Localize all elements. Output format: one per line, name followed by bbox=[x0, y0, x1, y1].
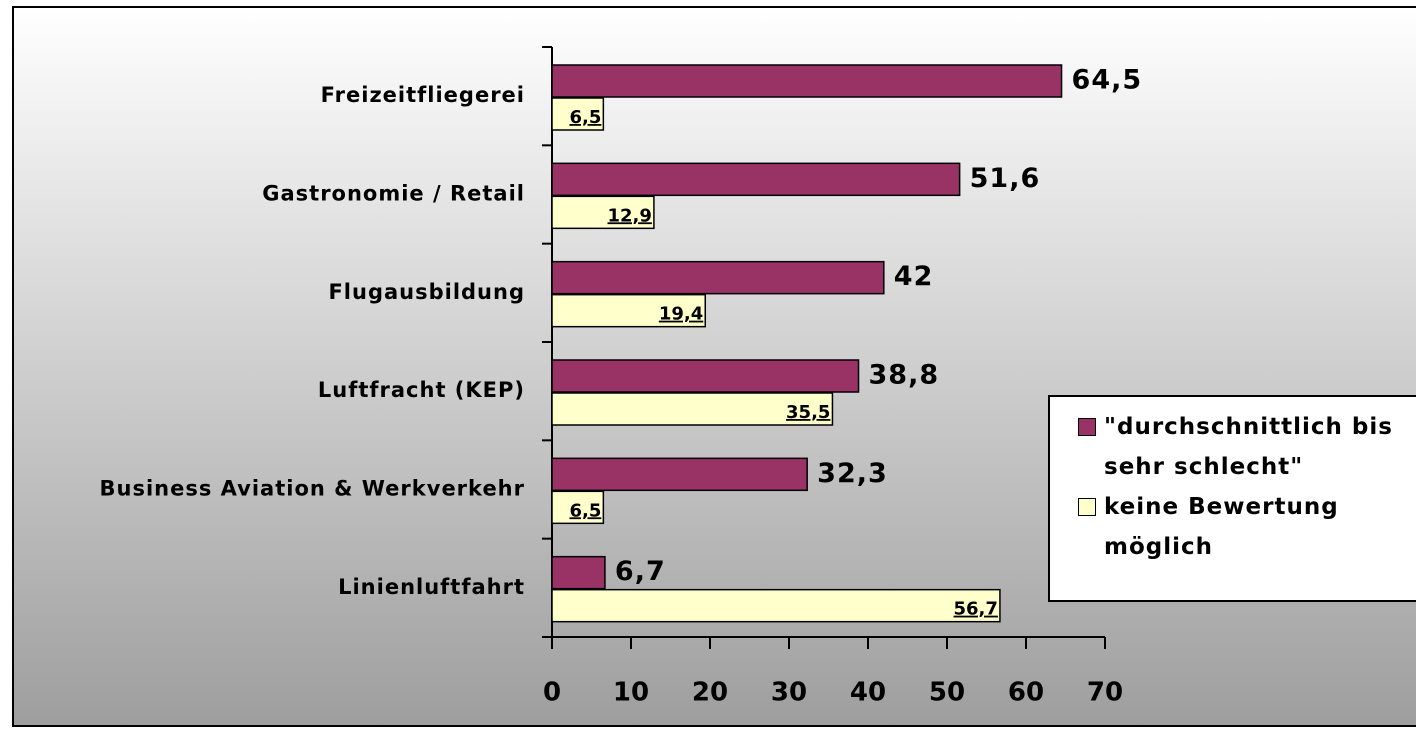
legend-item: keine Bewertung möglich bbox=[1064, 487, 1412, 567]
bar bbox=[551, 555, 606, 590]
bar bbox=[551, 392, 834, 426]
bar bbox=[551, 195, 655, 230]
legend-label: keine Bewertung möglich bbox=[1104, 494, 1339, 560]
legend-item: "durchschnittlich bis sehr schlecht" bbox=[1064, 407, 1412, 487]
y-tick-label: Gastronomie / Retail bbox=[262, 182, 525, 206]
x-tick-label: 60 bbox=[1008, 678, 1044, 708]
y-tick-label: Freizeitfliegerei bbox=[321, 83, 525, 107]
bar bbox=[551, 97, 605, 131]
data-label: 32,3 bbox=[817, 458, 888, 489]
data-label: 6,7 bbox=[615, 556, 666, 587]
bar bbox=[551, 293, 707, 328]
data-label: 64,5 bbox=[1072, 65, 1143, 96]
x-tick-label: 20 bbox=[692, 678, 728, 708]
bar bbox=[551, 490, 605, 525]
y-tick-label: Flugausbildung bbox=[328, 280, 525, 304]
data-label: 19,4 bbox=[659, 304, 703, 325]
bar bbox=[551, 162, 961, 197]
data-label: 56,7 bbox=[954, 599, 998, 620]
bar bbox=[551, 359, 860, 393]
legend-swatch bbox=[1078, 418, 1096, 436]
data-label: 12,9 bbox=[607, 205, 651, 226]
x-tick-label: 10 bbox=[613, 678, 649, 708]
x-tick-label: 30 bbox=[771, 678, 807, 708]
y-tick-label: Luftfracht (KEP) bbox=[318, 378, 525, 402]
bar bbox=[551, 64, 1063, 98]
data-label: 51,6 bbox=[970, 163, 1041, 194]
data-label: 38,8 bbox=[869, 360, 940, 391]
x-tick-label: 40 bbox=[850, 678, 886, 708]
legend-swatch bbox=[1078, 498, 1096, 516]
bar bbox=[551, 260, 885, 295]
data-label: 35,5 bbox=[786, 402, 830, 423]
y-tick-label: Linienluftfahrt bbox=[338, 575, 525, 599]
data-label: 42 bbox=[894, 261, 934, 292]
legend: "durchschnittlich bis sehr schlecht" kein… bbox=[1048, 395, 1416, 602]
legend-label: "durchschnittlich bis sehr schlecht" bbox=[1104, 414, 1393, 480]
data-label: 6,5 bbox=[569, 500, 601, 521]
bar bbox=[551, 588, 1001, 623]
y-tick-label: Business Aviation & Werkverkehr bbox=[100, 477, 526, 501]
x-tick-label: 50 bbox=[929, 678, 965, 708]
x-tick-label: 0 bbox=[543, 678, 561, 708]
bar bbox=[551, 457, 808, 492]
data-label: 6,5 bbox=[569, 107, 601, 128]
x-tick-label: 70 bbox=[1087, 678, 1123, 708]
